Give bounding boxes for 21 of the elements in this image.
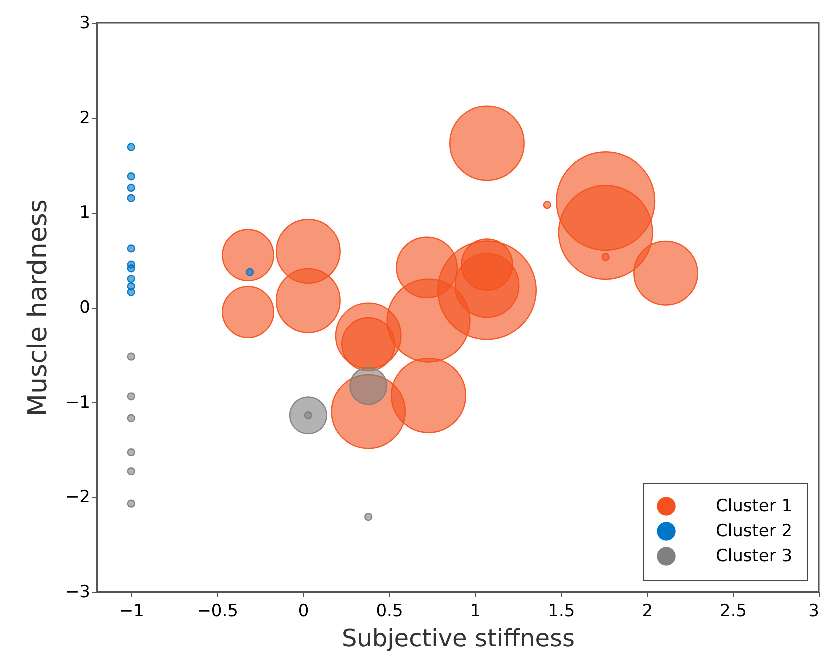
- legend-label: Cluster 1: [716, 496, 793, 516]
- y-tick-label: 2: [80, 108, 90, 128]
- legend-label: Cluster 2: [716, 522, 793, 542]
- x-tick-label: −0.5: [197, 602, 238, 622]
- y-tick-label: −3: [65, 582, 90, 602]
- y-axis-title: Muscle hardness: [23, 200, 54, 416]
- x-axis-title: Subjective stiffness: [342, 624, 576, 652]
- x-tick-label: 0.5: [376, 602, 404, 622]
- legend-label: Cluster 3: [716, 546, 793, 566]
- y-tick-label: 1: [80, 203, 90, 224]
- x-tick-label: −1: [119, 602, 144, 622]
- y-tick-label: −1: [65, 392, 90, 413]
- x-tick-label: 2.5: [720, 602, 748, 622]
- x-tick-label: 1.5: [548, 602, 576, 622]
- x-tick-label: 1: [470, 602, 482, 622]
- y-tick-label: 3: [80, 14, 90, 34]
- x-tick-label: 0: [298, 602, 310, 622]
- y-tick-label: −2: [65, 488, 90, 508]
- x-tick-label: 3: [808, 602, 820, 622]
- x-tick-label: 2: [642, 602, 654, 622]
- y-tick-label: 0: [80, 298, 90, 318]
